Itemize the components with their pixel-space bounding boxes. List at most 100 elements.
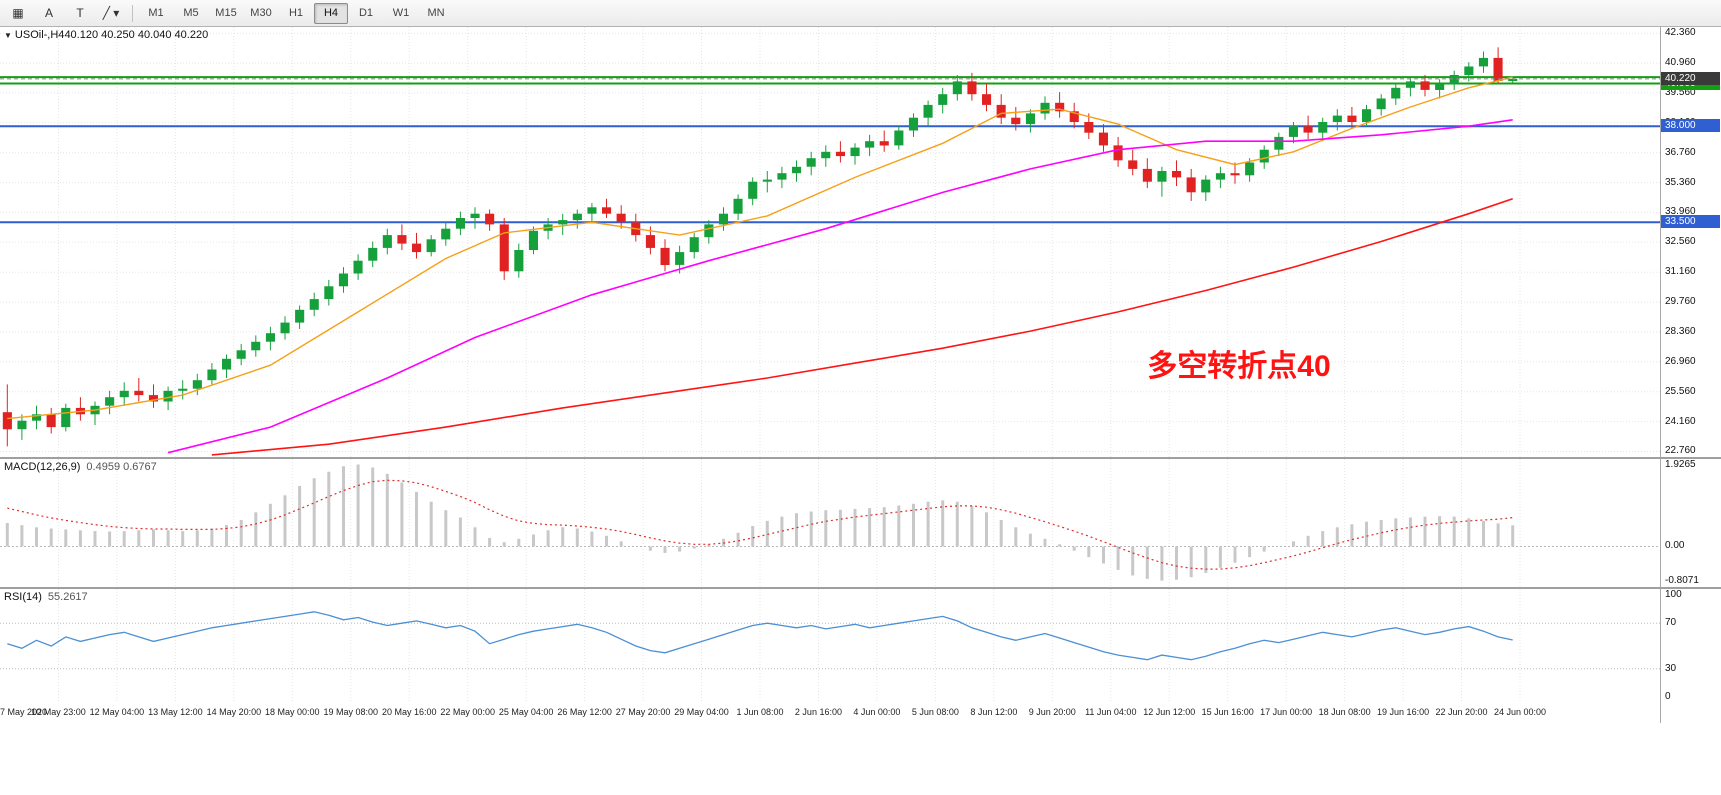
- chart-annotation[interactable]: 多空转折点40: [1147, 349, 1331, 383]
- time-axis-label: 29 May 04:00: [674, 707, 729, 717]
- candles: [2, 47, 1518, 447]
- rsi-chart[interactable]: RSI(14) 55.2617: [0, 589, 1660, 703]
- time-axis-label: 22 May 00:00: [440, 707, 495, 717]
- price-axis-label: 25.560: [1665, 385, 1696, 397]
- hline-price-tag: 33.500: [1661, 215, 1720, 229]
- window-bottom-filler: [0, 723, 1721, 795]
- chart-ohlc-readout: 40.120 40.250 40.040 40.220: [64, 29, 209, 41]
- time-axis-label: 15 Jun 16:00: [1201, 707, 1254, 717]
- rsi-line: [7, 611, 1513, 661]
- panel-splitter[interactable]: [0, 457, 1721, 459]
- toolbar-separator: [132, 4, 133, 22]
- price-axis-label: 42.360: [1665, 27, 1696, 39]
- price-axis-label: 32.560: [1665, 236, 1696, 248]
- timeframe-w1-button[interactable]: W1: [392, 7, 410, 19]
- horizontal-lines[interactable]: [0, 76, 1660, 224]
- time-axis-label: 19 Jun 16:00: [1377, 707, 1430, 717]
- timeframe-m30-button[interactable]: M30: [250, 7, 272, 19]
- time-axis-label: 12 May 04:00: [89, 707, 145, 717]
- hline-price-tag: 38.000: [1661, 119, 1720, 133]
- collapse-chart-icon[interactable]: ▼: [4, 31, 12, 40]
- macd-signal-line: [7, 479, 1513, 570]
- rsi-panel: RSI(14) 55.2617 100 70 30 0: [0, 589, 1721, 703]
- main-chart-panel: ▼ USOil-,H440.120 40.250 40.040 40.220 多空…: [0, 27, 1721, 457]
- time-axis-label: 2 Jun 16:00: [794, 707, 842, 717]
- ma-slow-line: [211, 198, 1513, 456]
- price-axis-label: 22.760: [1665, 445, 1696, 457]
- rsi-value: 55.2617: [47, 591, 88, 603]
- macd-value-axis[interactable]: 1.9265 0.00 -0.8071: [1660, 459, 1720, 587]
- time-axis-label: 17 Jun 00:00: [1260, 707, 1313, 717]
- macd-axis-label: -0.8071: [1665, 574, 1699, 586]
- time-axis-label: 7 May 2020: [0, 707, 48, 717]
- time-axis-label: 8 Jun 12:00: [970, 707, 1018, 717]
- price-axis-label: 40.960: [1665, 57, 1696, 69]
- macd-label: MACD(12,26,9): [4, 461, 81, 473]
- ma-mid-line: [167, 119, 1513, 454]
- time-axis-label: 10 May 23:00: [31, 707, 86, 717]
- time-axis-label: 9 Jun 20:00: [1028, 707, 1076, 717]
- time-axis-label: 18 Jun 08:00: [1318, 707, 1371, 717]
- time-axis-label: 1 Jun 08:00: [736, 707, 784, 717]
- rsi-axis-label: 70: [1665, 617, 1677, 629]
- time-axis-label: 12 Jun 12:00: [1143, 707, 1196, 717]
- rsi-axis-label: 100: [1665, 589, 1682, 600]
- time-axis-label: 27 May 20:00: [615, 707, 671, 717]
- price-axis-label: 24.160: [1665, 415, 1696, 427]
- time-axis-label: 19 May 08:00: [323, 707, 379, 717]
- current-price-tag: 40.220: [1661, 71, 1720, 85]
- rsi-axis-label: 0: [1665, 691, 1671, 702]
- text-tool-button[interactable]: T: [76, 6, 84, 20]
- macd-chart[interactable]: MACD(12,26,9) 0.4959 0.6767: [0, 459, 1660, 587]
- timeframe-mn-button[interactable]: MN: [427, 7, 445, 19]
- price-axis-label: 36.760: [1665, 146, 1696, 158]
- price-axis-label: 35.360: [1665, 176, 1696, 188]
- time-axis-label: 26 May 12:00: [557, 707, 612, 717]
- macd-title: MACD(12,26,9) 0.4959 0.6767: [4, 461, 157, 473]
- price-axis-label: 26.960: [1665, 355, 1696, 367]
- rsi-label: RSI(14): [4, 591, 42, 603]
- price-axis-label: 29.760: [1665, 296, 1696, 308]
- time-axis-label: 4 Jun 00:00: [853, 707, 901, 717]
- timeframe-m5-button[interactable]: M5: [183, 7, 199, 19]
- rsi-axis-label: 30: [1665, 662, 1677, 674]
- time-axis-label: 22 Jun 20:00: [1435, 707, 1488, 717]
- timeframe-m15-button[interactable]: M15: [215, 7, 237, 19]
- macd-axis-label: 0.00: [1665, 540, 1685, 552]
- price-axis-label: 39.560: [1665, 86, 1696, 98]
- time-axis-bar: 7 May 2020 10 May 23:00 12 May 04:00 13 May…: [0, 703, 1721, 723]
- time-axis-label: 24 Jun 00:00: [1493, 707, 1547, 717]
- time-axis-label: 5 Jun 08:00: [911, 707, 959, 717]
- cursor-a-button[interactable]: A: [44, 6, 53, 20]
- macd-values: 0.4959 0.6767: [86, 461, 157, 473]
- price-chart[interactable]: ▼ USOil-,H440.120 40.250 40.040 40.220 多空…: [0, 27, 1660, 457]
- timeframe-m1-button[interactable]: M1: [148, 7, 164, 19]
- chart-title: ▼ USOil-,H440.120 40.250 40.040 40.220: [4, 29, 208, 41]
- drawing-tools-button[interactable]: ╱ ▾: [102, 6, 120, 20]
- charts-icon-button[interactable]: ▦: [12, 6, 24, 20]
- time-axis-label: 11 Jun 04:00: [1085, 707, 1137, 717]
- price-axis[interactable]: 42.36040.96039.56038.16036.76035.36033.9…: [1660, 27, 1720, 457]
- price-axis-label: 28.360: [1665, 325, 1696, 337]
- time-axis-label: 13 May 12:00: [148, 707, 203, 717]
- panel-splitter[interactable]: [0, 587, 1721, 589]
- ma-fast-line: [7, 76, 1513, 420]
- axis-corner: [1660, 703, 1720, 723]
- chart-symbol-period: USOil-,H4: [14, 29, 65, 41]
- price-axis-label: 31.160: [1665, 266, 1696, 278]
- toolbar: ▦ A T ╱ ▾ M1 M5 M15 M30 H1 H4 D1 W1 MN: [0, 0, 1721, 27]
- time-axis[interactable]: 7 May 2020 10 May 23:00 12 May 04:00 13 May…: [0, 703, 1660, 723]
- time-axis-label: 25 May 04:00: [498, 707, 554, 717]
- macd-axis-label: 1.9265: [1665, 459, 1696, 470]
- timeframe-d1-button[interactable]: D1: [358, 7, 374, 19]
- price-axis-label: 33.960: [1665, 206, 1696, 218]
- time-axis-label: 18 May 00:00: [265, 707, 320, 717]
- timeframe-h1-button[interactable]: H1: [288, 7, 304, 19]
- timeframe-h4-button[interactable]: H4: [314, 2, 348, 24]
- time-axis-label: 20 May 16:00: [381, 707, 437, 717]
- rsi-value-axis[interactable]: 100 70 30 0: [1660, 589, 1720, 703]
- time-axis-label: 14 May 20:00: [206, 707, 262, 717]
- macd-histogram: [5, 464, 1515, 581]
- macd-panel: MACD(12,26,9) 0.4959 0.6767 1.9265 0.00 -0.…: [0, 459, 1721, 587]
